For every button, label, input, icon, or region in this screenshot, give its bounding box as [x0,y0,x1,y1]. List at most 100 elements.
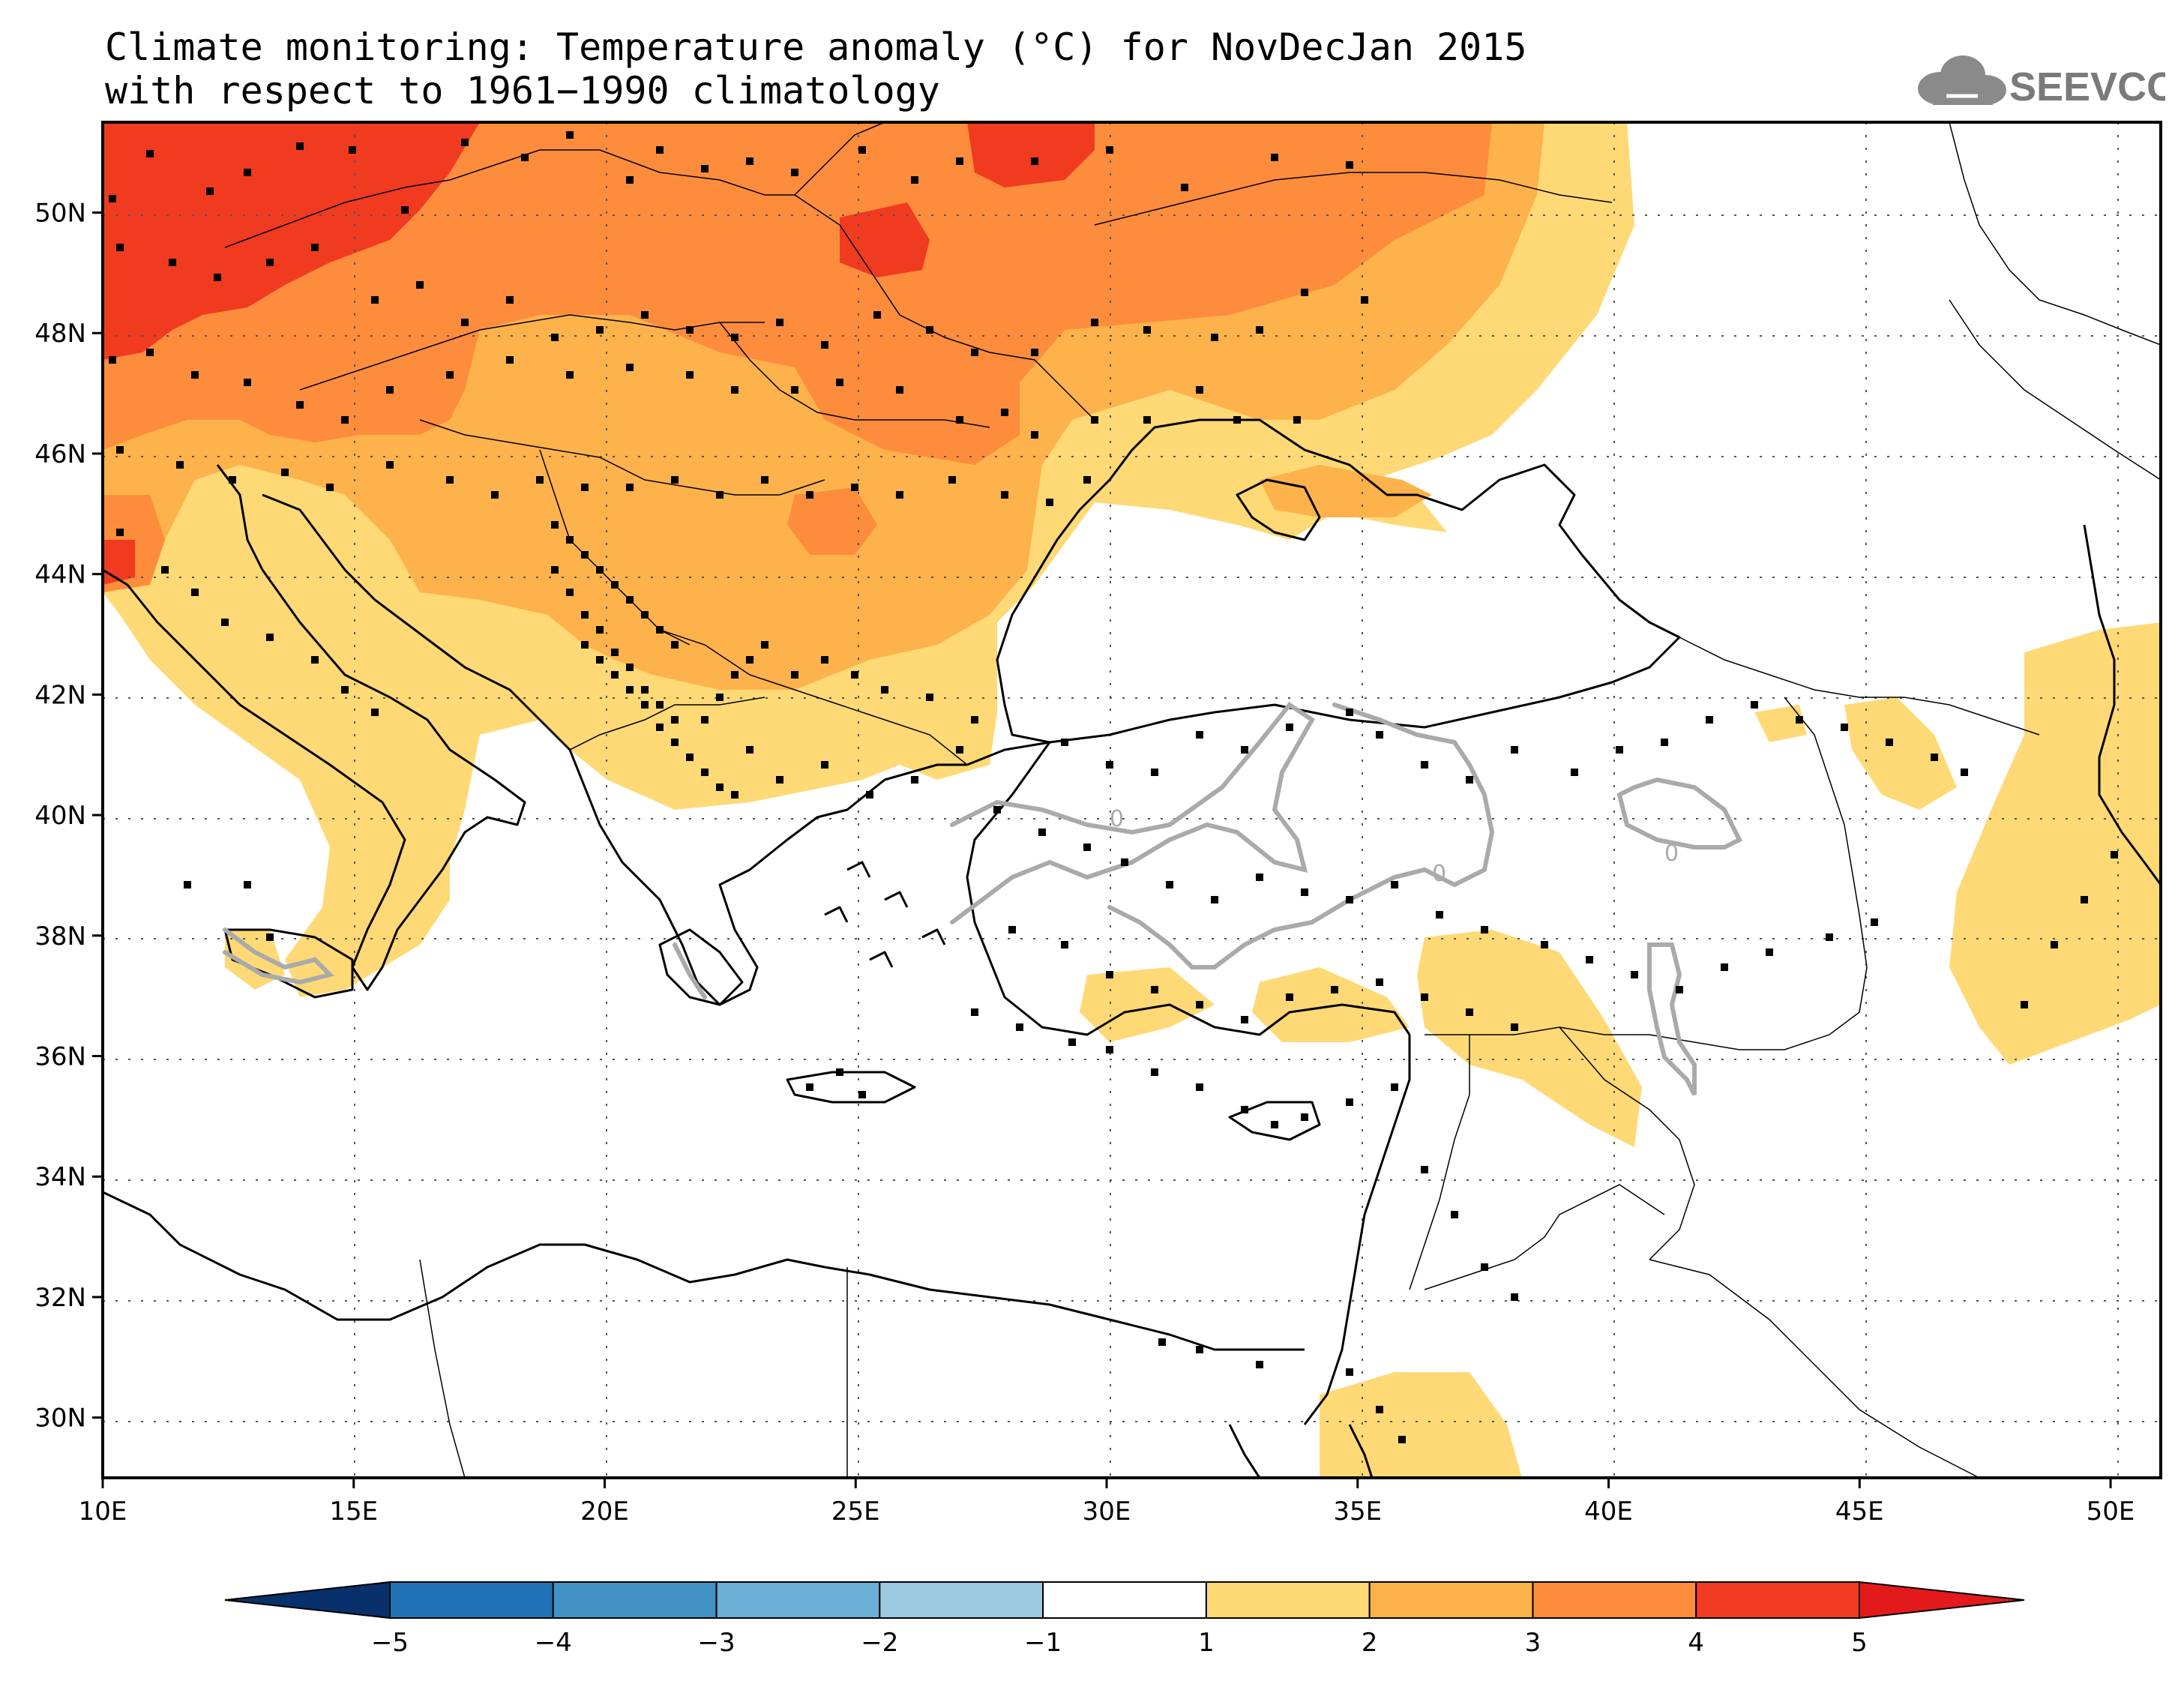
station-marker [1751,701,1758,709]
station-marker [1031,157,1038,165]
station-marker [146,349,154,356]
station-marker [1091,319,1098,326]
contour-label: 0 [1432,861,1446,887]
anomaly-region-4-5 [967,122,1095,187]
anomaly-fields [103,122,2161,1478]
station-marker [416,281,424,289]
station-marker [281,469,289,476]
station-marker [1293,416,1301,424]
y-tick-label: 44N [34,560,86,590]
colorbar-tick-label: −4 [535,1628,572,1658]
zero-contours [223,701,1743,1096]
station-marker [911,776,918,784]
station-marker [1301,1113,1308,1121]
station-marker [1196,1083,1203,1091]
station-marker [1083,844,1091,851]
station-marker [581,641,589,649]
station-marker [1451,1211,1458,1218]
station-marker [731,334,738,341]
colorbar-segment [879,1581,1044,1619]
station-marker [266,933,274,941]
station-marker [176,461,184,469]
station-marker [611,581,619,589]
station-marker [701,769,709,776]
colorbar-tick-label: 2 [1362,1628,1378,1658]
station-marker [1631,971,1638,978]
station-markers [109,131,2118,1443]
x-tick-label: 20E [580,1497,629,1527]
station-marker [1233,416,1241,424]
map-title: Climate monitoring: Temperature anomaly … [105,25,1527,69]
station-marker [2081,896,2088,903]
station-marker [686,326,694,334]
station-marker [956,746,963,754]
station-marker [244,881,251,888]
station-marker [821,341,828,349]
station-marker [1106,146,1113,154]
x-axis: 10E 15E 20E 25E 30E 35E 40E 45E 50E [79,1478,2135,1527]
anomaly-region-1-2 [1417,930,1642,1147]
colorbar-min-arrow [224,1581,391,1620]
station-marker [896,491,903,499]
colorbar-segment [1205,1581,1371,1619]
station-marker [1166,881,1173,888]
station-marker [1376,1406,1383,1413]
station-marker [1421,1166,1428,1173]
station-marker [1196,386,1203,394]
station-marker [1106,971,1113,978]
station-marker [1038,829,1046,836]
station-marker [993,806,1001,814]
station-marker [244,169,251,176]
station-marker [566,131,574,139]
station-marker [626,364,634,371]
station-marker [566,536,574,544]
station-marker [596,656,604,664]
cyprus-coast [1228,1101,1321,1141]
station-marker [191,589,199,596]
station-marker [2051,941,2058,948]
anomaly-region-1-2 [1080,967,1215,1042]
station-marker [641,311,649,319]
station-marker [1511,746,1518,754]
station-marker [1091,416,1098,424]
station-marker [1083,476,1091,484]
station-marker [1661,739,1668,746]
colorbar-tick-label: −2 [861,1628,898,1658]
italy-coast [103,464,526,991]
station-marker [371,296,379,304]
station-marker [1481,926,1488,933]
station-marker [1706,716,1713,724]
station-marker [1931,754,1938,761]
station-marker [1151,769,1158,776]
station-marker [1151,1068,1158,1076]
station-marker [1211,896,1218,903]
colorbar-tick-label: −3 [697,1628,735,1658]
cloud-icon [1918,55,2006,105]
anomaly-region-3-4 [780,330,990,427]
y-tick-label: 42N [34,680,86,710]
station-marker [776,776,783,784]
station-marker [221,619,229,626]
station-marker [1886,739,1893,746]
station-marker [671,739,679,746]
x-tick-label: 45E [1835,1497,1884,1527]
station-marker [506,356,514,364]
station-marker [671,476,679,484]
station-marker [971,1008,978,1016]
station-marker [229,476,236,484]
station-marker [611,649,619,656]
station-marker [1196,731,1203,739]
station-marker [461,139,469,146]
station-marker [116,529,124,536]
x-tick-label: 15E [329,1497,378,1527]
station-marker [1346,1098,1353,1106]
station-marker [1271,1121,1278,1128]
station-marker [596,626,604,634]
station-marker [851,484,858,491]
station-marker [1196,1001,1203,1008]
station-marker [1421,761,1428,769]
station-marker [1511,1293,1518,1301]
station-marker [1301,289,1308,296]
station-marker [1143,326,1151,334]
station-marker [626,176,634,184]
